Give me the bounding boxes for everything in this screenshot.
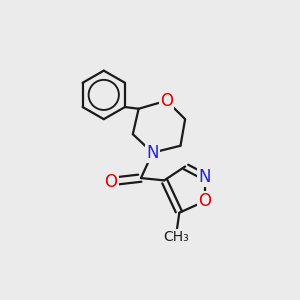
Text: N: N bbox=[146, 144, 159, 162]
Text: CH₃: CH₃ bbox=[163, 230, 189, 244]
Text: O: O bbox=[198, 192, 212, 210]
Text: O: O bbox=[104, 172, 117, 190]
Text: N: N bbox=[199, 168, 211, 186]
Text: O: O bbox=[160, 92, 173, 110]
